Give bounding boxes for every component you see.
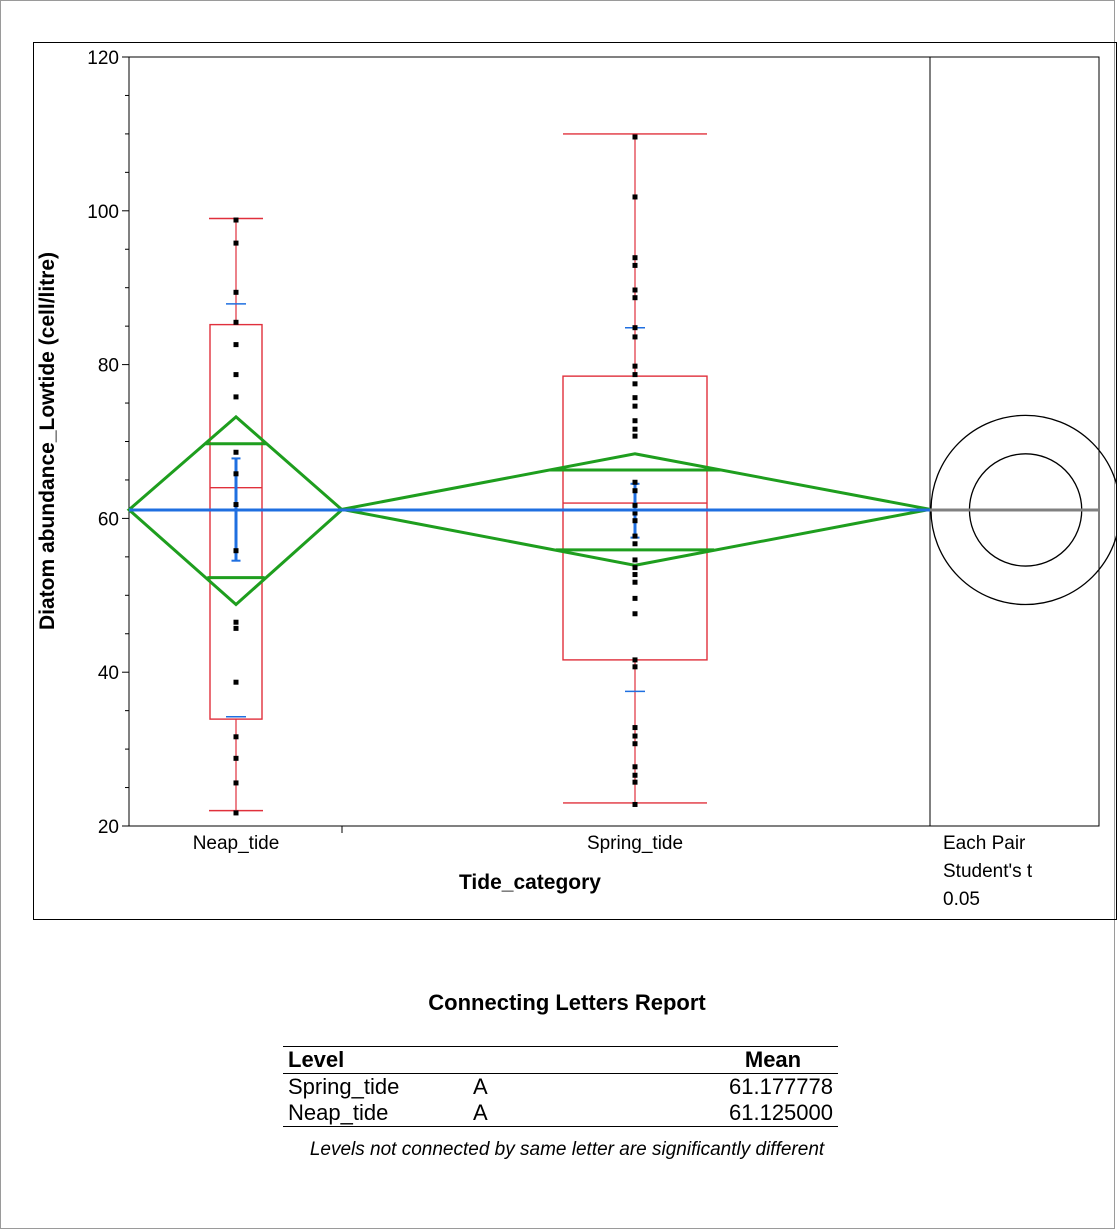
- data-point: [233, 810, 239, 816]
- data-point: [632, 733, 638, 739]
- data-point: [632, 579, 638, 585]
- data-point: [233, 319, 239, 325]
- category-label: Neap_tide: [193, 833, 280, 854]
- category-label: Spring_tide: [587, 833, 683, 854]
- data-point: [632, 557, 638, 563]
- data-point: [233, 342, 239, 348]
- data-point: [632, 372, 638, 378]
- report-note: Levels not connected by same letter are …: [309, 1139, 825, 1160]
- data-point: [233, 372, 239, 378]
- y-tick-label: 120: [87, 48, 119, 69]
- x-axis-title: Tide_category: [459, 871, 601, 894]
- data-point: [632, 363, 638, 369]
- level-header: Level: [283, 1046, 468, 1074]
- row-level: Spring_tide: [288, 1074, 400, 1099]
- y-tick-label: 40: [98, 663, 119, 684]
- mean-header: Mean: [708, 1046, 838, 1074]
- data-point: [233, 502, 239, 508]
- data-point: [632, 779, 638, 785]
- data-point: [233, 471, 239, 477]
- data-point: [632, 287, 638, 293]
- data-point: [233, 625, 239, 631]
- data-point: [233, 240, 239, 246]
- data-point: [233, 217, 239, 223]
- report-title: Connecting Letters Report: [428, 990, 706, 1015]
- data-point: [233, 548, 239, 554]
- comparison-label: 0.05: [943, 889, 980, 910]
- y-tick-label: 60: [98, 509, 119, 530]
- comparison-label: Each Pair: [943, 833, 1026, 854]
- data-point: [632, 502, 638, 508]
- data-point: [632, 262, 638, 268]
- comparison-label: Student's t: [943, 861, 1033, 882]
- data-point: [233, 394, 239, 400]
- plot-area: [128, 56, 931, 827]
- data-point: [632, 395, 638, 401]
- data-point: [632, 381, 638, 387]
- data-point: [632, 764, 638, 770]
- row-mean: 61.125000: [708, 1100, 838, 1127]
- data-point: [632, 725, 638, 731]
- data-point: [632, 741, 638, 747]
- data-point: [233, 755, 239, 761]
- report-header-row: Level Mean: [283, 1046, 838, 1074]
- letter-header: [468, 1046, 708, 1074]
- table-row: Spring_tide A 61.177778: [283, 1074, 838, 1101]
- row-letter: A: [468, 1100, 708, 1127]
- table-row: Neap_tide A 61.125000: [283, 1100, 838, 1127]
- row-letter: A: [473, 1074, 488, 1099]
- data-point: [632, 657, 638, 663]
- y-tick-label: 20: [98, 817, 119, 838]
- report-table: Level Mean Spring_tide A 61.177778 Neap_…: [283, 1046, 838, 1127]
- data-point: [632, 572, 638, 578]
- data-point: [632, 433, 638, 439]
- data-point: [632, 479, 638, 485]
- data-point: [632, 533, 638, 539]
- data-point: [233, 449, 239, 455]
- data-point: [632, 595, 638, 601]
- data-point: [632, 418, 638, 424]
- row-level: Neap_tide: [283, 1100, 468, 1127]
- data-point: [632, 255, 638, 261]
- data-point: [632, 325, 638, 331]
- data-point: [632, 334, 638, 340]
- data-point: [233, 734, 239, 740]
- data-point: [632, 541, 638, 547]
- data-point: [632, 801, 638, 807]
- data-point: [632, 295, 638, 301]
- y-tick-label: 80: [98, 356, 119, 377]
- data-point: [632, 510, 638, 516]
- data-point: [233, 289, 239, 295]
- oneway-chart: 20 40 60 80 100 120 Diatom abundance_Lowtide (…: [36, 48, 1117, 910]
- row-mean: 61.177778: [729, 1074, 833, 1099]
- comparison-panel: [929, 56, 1100, 827]
- data-point: [233, 619, 239, 625]
- data-point: [632, 194, 638, 200]
- data-point: [632, 426, 638, 432]
- y-axis-title: Diatom abundance_Lowtide (cell/litre): [36, 252, 59, 630]
- data-point: [632, 565, 638, 571]
- data-point: [233, 780, 239, 786]
- data-point: [632, 518, 638, 524]
- data-point: [632, 403, 638, 409]
- data-point: [233, 679, 239, 685]
- data-point: [632, 772, 638, 778]
- data-point: [632, 611, 638, 617]
- y-tick-label: 100: [87, 202, 119, 223]
- data-point: [632, 488, 638, 494]
- data-point: [632, 664, 638, 670]
- data-point: [632, 134, 638, 140]
